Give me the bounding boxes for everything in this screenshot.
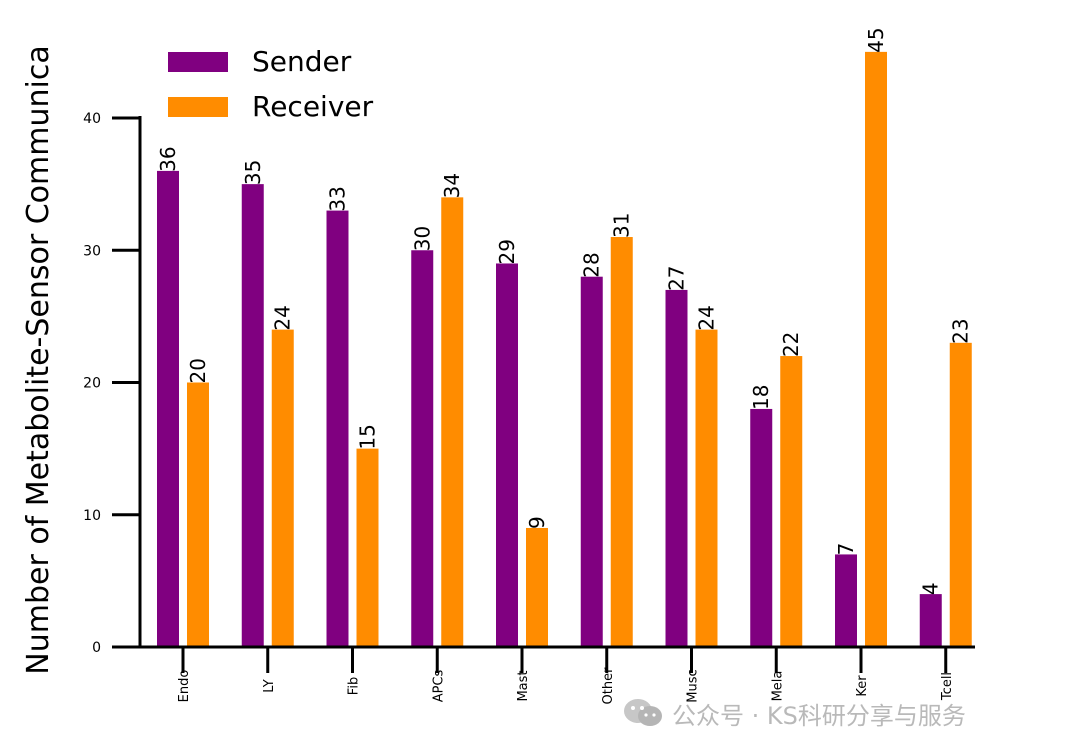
- value-label-receiver-mast: 9: [525, 516, 549, 529]
- bar-receiver-mela: [780, 356, 803, 647]
- value-label-receiver-apcs: 34: [440, 173, 464, 198]
- x-tick-label-ly: LY: [262, 679, 277, 693]
- y-tick-label-0: 0: [92, 640, 101, 656]
- watermark-text: 公众号 · KS科研分享与服务: [672, 701, 966, 730]
- bar-receiver-ker: [865, 51, 887, 647]
- value-label-receiver-ker: 45: [864, 27, 888, 52]
- value-label-sender-musc: 27: [665, 265, 689, 290]
- value-label-sender-endo: 36: [156, 146, 180, 171]
- x-tick-label-apcs: APCs: [431, 669, 446, 702]
- value-label-sender-apcs: 30: [410, 226, 434, 251]
- y-tick-label-20: 20: [83, 376, 101, 392]
- x-tick-label-ker: Ker: [855, 675, 870, 697]
- value-label-sender-other: 28: [580, 252, 604, 277]
- wechat-icon: [624, 699, 662, 726]
- bar-receiver-ly: [271, 329, 294, 647]
- value-label-receiver-musc: 24: [695, 305, 719, 330]
- bar-sender-mela: [750, 408, 773, 647]
- value-label-sender-fib: 33: [326, 186, 350, 211]
- value-label-sender-mast: 29: [495, 239, 519, 264]
- bar-receiver-tcell: [949, 342, 972, 647]
- y-tick-label-10: 10: [83, 508, 101, 524]
- bar-sender-ly: [241, 184, 264, 647]
- bar-sender-fib: [326, 210, 349, 647]
- x-tick-label-other: Other: [601, 667, 616, 705]
- bar-receiver-other: [610, 237, 633, 647]
- legend-label-sender: Sender: [252, 45, 352, 78]
- legend-label-receiver: Receiver: [252, 90, 374, 123]
- value-label-sender-ly: 35: [241, 160, 265, 185]
- bar-sender-tcell: [919, 594, 942, 647]
- value-label-receiver-mela: 22: [779, 332, 803, 357]
- legend-swatch-receiver: [168, 97, 228, 117]
- x-tick-label-fib: Fib: [347, 677, 362, 695]
- value-label-sender-mela: 18: [749, 384, 773, 409]
- value-label-receiver-tcell: 23: [949, 318, 973, 343]
- value-label-receiver-other: 31: [610, 213, 634, 238]
- legend-swatch-sender: [168, 52, 228, 72]
- x-tick-label-musc: Musc: [686, 669, 701, 702]
- bar-receiver-mast: [526, 527, 548, 647]
- value-label-receiver-endo: 20: [186, 358, 210, 383]
- bar-receiver-endo: [187, 382, 209, 647]
- x-tick-label-tcell: Tcell: [940, 672, 955, 701]
- value-label-sender-ker: 7: [834, 543, 858, 556]
- bar-sender-mast: [496, 263, 518, 647]
- bar-sender-ker: [835, 554, 857, 647]
- bar-receiver-apcs: [441, 197, 464, 647]
- bar-sender-other: [580, 276, 603, 647]
- value-label-receiver-fib: 15: [356, 424, 380, 449]
- watermark: 公众号 · KS科研分享与服务: [622, 694, 966, 732]
- bar-receiver-fib: [356, 448, 379, 647]
- x-tick-label-mast: Mast: [516, 670, 531, 701]
- bar-sender-apcs: [411, 250, 434, 647]
- value-label-receiver-ly: 24: [271, 305, 295, 330]
- x-tick-label-mela: Mela: [770, 671, 785, 702]
- y-tick-label-30: 30: [83, 243, 101, 259]
- x-tick-label-endo: Endo: [177, 670, 192, 703]
- bar-receiver-musc: [695, 329, 718, 647]
- bar-sender-endo: [157, 170, 179, 647]
- y-axis-title: Number of Metabolite-Sensor Communica: [21, 45, 56, 674]
- bar-sender-musc: [665, 289, 688, 647]
- y-tick-label-40: 40: [83, 111, 101, 127]
- value-label-sender-tcell: 4: [919, 582, 943, 595]
